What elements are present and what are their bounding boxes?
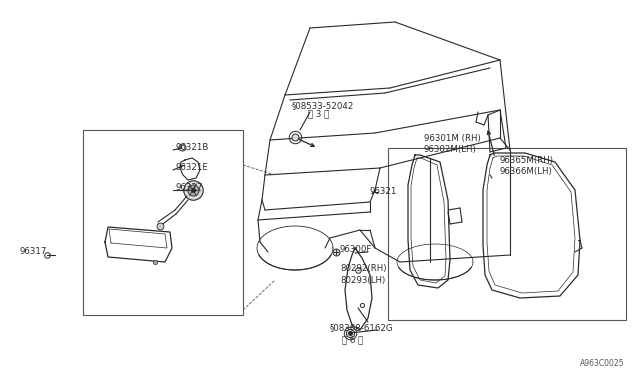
Text: 96365M(RH): 96365M(RH): [500, 156, 554, 165]
Text: §08533-52042: §08533-52042: [292, 101, 355, 110]
Text: 96301M (RH): 96301M (RH): [424, 134, 481, 143]
Text: 96321E: 96321E: [175, 164, 208, 173]
Text: 80293(LH): 80293(LH): [340, 276, 385, 285]
Text: A963C0025: A963C0025: [579, 359, 624, 368]
Text: 96300F: 96300F: [340, 246, 372, 254]
Text: 96321: 96321: [370, 187, 397, 196]
Text: 96327: 96327: [175, 183, 202, 192]
Text: 96302M(LH): 96302M(LH): [424, 145, 477, 154]
Text: §08368-6162G: §08368-6162G: [330, 324, 394, 333]
Text: 96321B: 96321B: [175, 142, 209, 151]
Bar: [83, 130, 243, 315]
Text: 〈 3 〉: 〈 3 〉: [308, 109, 329, 118]
Text: 96366M(LH): 96366M(LH): [500, 167, 553, 176]
Bar: [388, 148, 626, 320]
Text: 96317: 96317: [20, 247, 47, 257]
Text: 80292(RH): 80292(RH): [340, 263, 387, 273]
Text: 〈 6 〉: 〈 6 〉: [342, 336, 364, 344]
